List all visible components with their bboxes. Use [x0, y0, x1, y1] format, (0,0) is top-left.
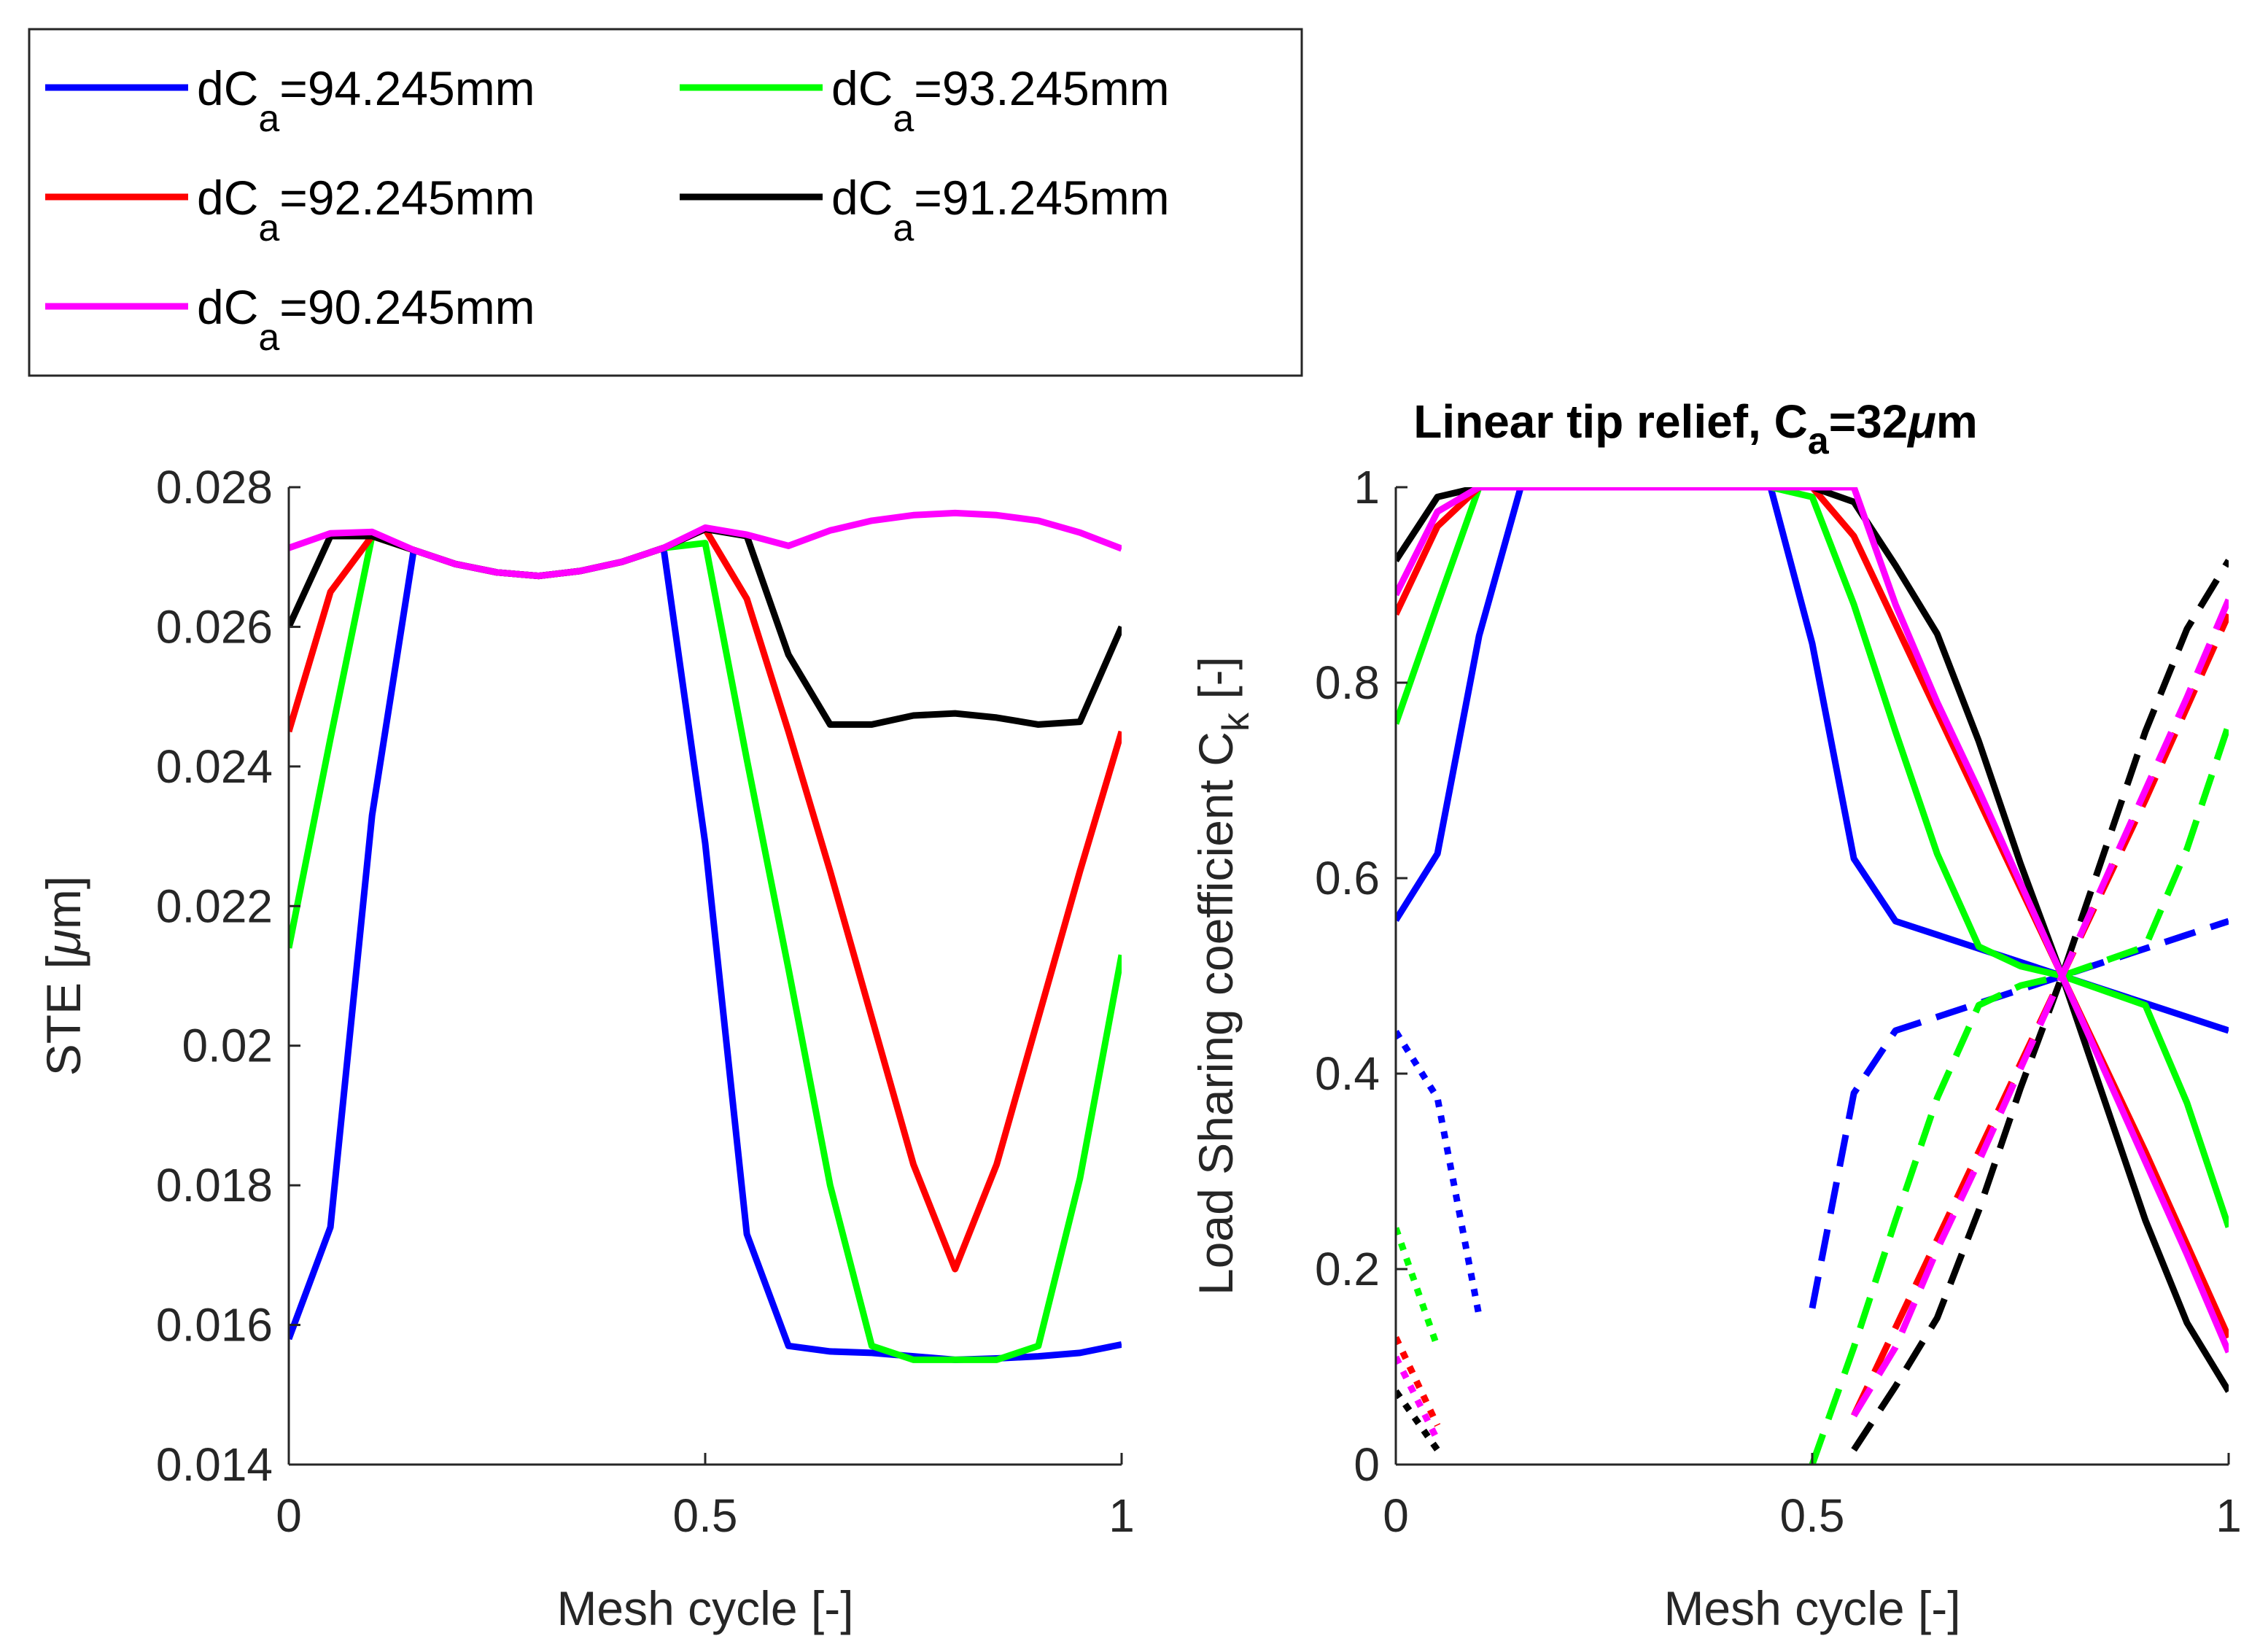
ste-chart: 0.014 0.016 0.018 0.02 0.022 0.024 0.026 0.028 0… — [36, 461, 1135, 1635]
legend-box — [28, 28, 1303, 377]
load-sharing-series-lines — [1396, 487, 2229, 1465]
ste-axes: 0.014 0.016 0.018 0.02 0.022 0.024 0.026 0.028 0… — [156, 461, 1135, 1542]
ste-plot-area — [289, 487, 1122, 1465]
ste-y-tick-label: 0.014 — [156, 1438, 273, 1491]
legend-label: dCa=91.245mm — [831, 171, 1170, 249]
load-sharing-axes: 0 0.2 0.4 0.6 0.8 1 0 0.5 1 — [1315, 461, 2242, 1542]
load-sharing-series-line-11 — [1396, 1389, 1440, 1452]
legend: dCa=94.245mm dCa=93.245mm dCa=92.245mm dCa=… — [28, 28, 1303, 377]
legend-label: dCa=93.245mm — [831, 61, 1170, 140]
legend-entry: dCa=92.245mm — [45, 171, 535, 249]
load-sharing-series-line-3 — [1396, 487, 2229, 1228]
legend-label: dCa=90.245mm — [197, 280, 535, 359]
legend-entry: dCa=91.245mm — [680, 171, 1170, 249]
ste-y-tick-label: 0.02 — [182, 1020, 273, 1072]
legend-label: dCa=92.245mm — [197, 171, 535, 249]
load-sharing-series-line-2 — [1396, 1030, 1483, 1317]
load-sharing-x-axis-label: Mesh cycle [-] — [1663, 1581, 1960, 1635]
load-sharing-x-tick-label: 0.5 — [1780, 1489, 1845, 1542]
ste-y-tick-label: 0.028 — [156, 461, 273, 513]
ste-y-tick-label: 0.024 — [156, 740, 273, 793]
ste-series-lines — [289, 509, 1122, 1363]
load-sharing-series-line-1 — [1809, 918, 2229, 1309]
load-sharing-series-line-8 — [1396, 1335, 1441, 1427]
load-sharing-x-tick-label: 1 — [2216, 1489, 2242, 1542]
load-sharing-y-tick-label: 0.8 — [1315, 656, 1380, 709]
ste-y-axis-label: STE [μm] — [36, 876, 90, 1077]
legend-entry: dCa=90.245mm — [45, 280, 535, 359]
ste-y-tick-label: 0.022 — [156, 880, 273, 932]
ste-series-line-4 — [289, 509, 1122, 580]
ste-x-tick-label: 1 — [1108, 1489, 1135, 1542]
legend-label: dCa=94.245mm — [197, 61, 535, 140]
load-sharing-series-line-13 — [1851, 598, 2229, 1418]
load-sharing-series-line-9 — [1396, 487, 2229, 1393]
load-sharing-y-tick-label: 0 — [1354, 1438, 1380, 1491]
load-sharing-series-line-4 — [1809, 724, 2229, 1465]
figure-title: Linear tip relief, Ca=32μm — [1413, 395, 1978, 462]
load-sharing-y-tick-label: 1 — [1354, 461, 1380, 513]
ste-x-tick-label: 0.5 — [673, 1489, 738, 1542]
load-sharing-chart: 0 0.2 0.4 0.6 0.8 1 0 0.5 1 Load Sharing coeffic… — [1189, 461, 2242, 1635]
load-sharing-y-axis-label: Load Sharing coefficient Ck [-] — [1189, 656, 1257, 1295]
ste-y-tick-label: 0.016 — [156, 1299, 273, 1352]
ste-x-tick-label: 0 — [276, 1489, 302, 1542]
legend-items: dCa=94.245mm dCa=93.245mm dCa=92.245mm dCa=… — [45, 61, 1170, 359]
load-sharing-y-tick-label: 0.4 — [1315, 1047, 1380, 1100]
load-sharing-series-line-6 — [1396, 487, 2229, 1339]
ste-y-tick-label: 0.026 — [156, 600, 273, 653]
load-sharing-series-line-5 — [1396, 1227, 1441, 1349]
legend-entry: dCa=93.245mm — [680, 61, 1170, 140]
load-sharing-series-line-10 — [1851, 559, 2229, 1452]
load-sharing-y-tick-label: 0.2 — [1315, 1243, 1380, 1295]
load-sharing-x-tick-label: 0 — [1383, 1489, 1409, 1542]
legend-entry: dCa=94.245mm — [45, 61, 535, 140]
load-sharing-y-tick-label: 0.6 — [1315, 852, 1380, 904]
ste-y-tick-label: 0.018 — [156, 1159, 273, 1211]
ste-x-axis-label: Mesh cycle [-] — [556, 1581, 853, 1635]
load-sharing-series-line-12 — [1396, 487, 2229, 1354]
